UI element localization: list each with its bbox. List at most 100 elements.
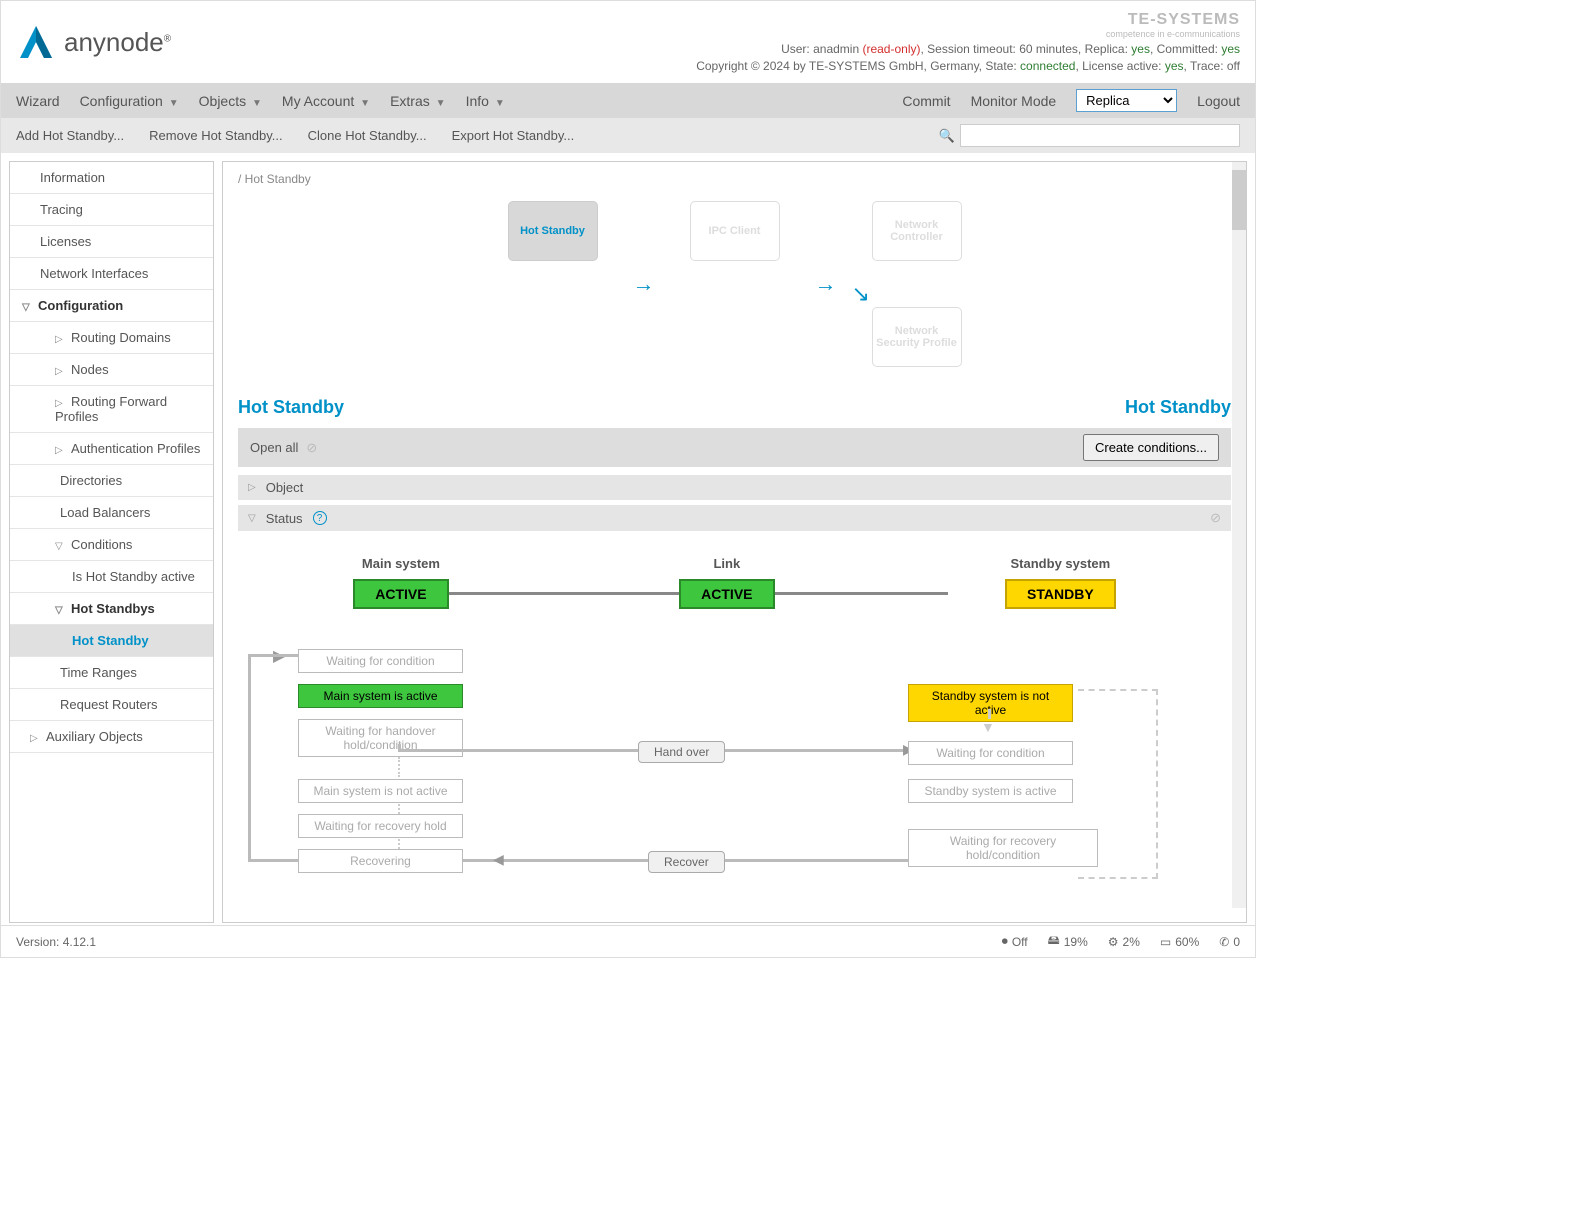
prohibit-icon: ⊘ <box>1210 510 1221 526</box>
sidebar-routing-domains[interactable]: ▷Routing Domains <box>10 322 213 354</box>
footer: Version: 4.12.1 ⏺Off 🖴19% ⚙2% ▭60% ✆0 <box>1 925 1255 957</box>
brand-name: TE-SYSTEMS <box>696 11 1240 29</box>
state-main-active: Main system is active <box>298 684 463 708</box>
hand-over-button[interactable]: Hand over <box>638 741 725 763</box>
collapse-icon: ▽ <box>55 605 65 616</box>
sidebar-network-interfaces[interactable]: Network Interfaces <box>10 258 213 290</box>
sidebar-hot-standbys[interactable]: ▽Hot Standbys <box>10 593 213 625</box>
link-line <box>383 592 948 595</box>
memory-icon: ▭ <box>1160 935 1171 949</box>
flow-hot-standby[interactable]: Hot Standby <box>508 201 598 261</box>
panel-status[interactable]: ▽ Status ? ⊘ <box>238 505 1231 531</box>
help-icon[interactable]: ? <box>313 511 327 525</box>
open-all[interactable]: Open all <box>250 440 298 455</box>
panel-object[interactable]: ▷ Object <box>238 475 1231 500</box>
flow-network-controller[interactable]: Network Controller <box>872 201 962 261</box>
sidebar-time-ranges[interactable]: Time Ranges <box>10 657 213 689</box>
search-box: 🔍 <box>939 124 1240 147</box>
sidebar-licenses[interactable]: Licenses <box>10 226 213 258</box>
anynode-logo-icon <box>16 22 56 62</box>
sidebar-request-routers[interactable]: Request Routers <box>10 689 213 721</box>
logo-text: anynode® <box>64 27 171 58</box>
search-icon: 🔍 <box>939 128 955 144</box>
collapse-icon: ▽ <box>55 541 65 552</box>
state-standby-waiting-cond: Waiting for condition <box>908 741 1073 765</box>
user-status-line: User: anadmin (read-only), Session timeo… <box>696 42 1240 56</box>
connector <box>398 839 400 849</box>
sidebar-load-balancers[interactable]: Load Balancers <box>10 497 213 529</box>
toolbar-remove[interactable]: Remove Hot Standby... <box>149 128 282 143</box>
search-input[interactable] <box>960 124 1240 147</box>
expand-icon: ▷ <box>55 334 65 345</box>
arrow-icon: → <box>815 271 837 297</box>
cpu-icon: ⚙ <box>1108 935 1119 949</box>
toolbar-clone[interactable]: Clone Hot Standby... <box>308 128 427 143</box>
footer-cpu: ⚙2% <box>1108 935 1140 949</box>
menu-configuration[interactable]: Configuration ▼ <box>80 93 179 109</box>
state-waiting-cond: Waiting for condition <box>298 649 463 673</box>
version: Version: 4.12.1 <box>16 935 96 949</box>
sidebar: Information Tracing Licenses Network Int… <box>9 161 214 923</box>
toolbar-add[interactable]: Add Hot Standby... <box>16 128 124 143</box>
menu-objects[interactable]: Objects ▼ <box>199 93 262 109</box>
header-right: TE-SYSTEMS competence in e-communication… <box>696 11 1240 73</box>
sidebar-conditions[interactable]: ▽Conditions <box>10 529 213 561</box>
state-main-not-active: Main system is not active <box>298 779 463 803</box>
menu-wizard[interactable]: Wizard <box>16 93 60 109</box>
standby-status-box: STANDBY <box>1005 579 1116 609</box>
sidebar-configuration[interactable]: ▽Configuration <box>10 290 213 322</box>
status-main: Main system ACTIVE <box>353 556 448 609</box>
state-recovering: Recovering <box>298 849 463 873</box>
main-status-box: ACTIVE <box>353 579 448 609</box>
connector <box>988 709 991 719</box>
phone-icon: ✆ <box>1219 935 1229 949</box>
sidebar-routing-forward[interactable]: ▷Routing Forward Profiles <box>10 386 213 433</box>
sidebar-information[interactable]: Information <box>10 162 213 194</box>
sidebar-auxiliary[interactable]: ▷Auxiliary Objects <box>10 721 213 753</box>
sidebar-hot-standby[interactable]: Hot Standby <box>10 625 213 657</box>
prohibit-icon: ⊘ <box>306 440 317 456</box>
caret-icon: ▼ <box>436 98 446 109</box>
menu-commit[interactable]: Commit <box>902 93 950 109</box>
connector <box>248 654 251 859</box>
create-conditions-button[interactable]: Create conditions... <box>1083 434 1219 461</box>
record-icon: ⏺ <box>1002 934 1008 949</box>
sidebar-nodes[interactable]: ▷Nodes <box>10 354 213 386</box>
connector <box>248 859 298 862</box>
menu-my-account[interactable]: My Account ▼ <box>282 93 370 109</box>
sidebar-directories[interactable]: Directories <box>10 465 213 497</box>
state-waiting-recovery: Waiting for recovery hold <box>298 814 463 838</box>
scroll-thumb[interactable] <box>1232 170 1246 230</box>
menu-extras[interactable]: Extras ▼ <box>390 93 445 109</box>
flow-network-security[interactable]: Network Security Profile <box>872 307 962 367</box>
footer-calls: ✆0 <box>1219 935 1240 949</box>
menu-logout[interactable]: Logout <box>1197 93 1240 109</box>
logo-area: anynode® <box>16 22 171 62</box>
menu-monitor[interactable]: Monitor Mode <box>971 93 1057 109</box>
disk-icon: 🖴 <box>1048 931 1060 952</box>
flow-ipc-client[interactable]: IPC Client <box>690 201 780 261</box>
main: Information Tracing Licenses Network Int… <box>1 153 1255 931</box>
status-standby: Standby system STANDBY <box>1005 556 1116 609</box>
sidebar-auth-profiles[interactable]: ▷Authentication Profiles <box>10 433 213 465</box>
footer-mem: ▭60% <box>1160 935 1199 949</box>
scrollbar[interactable] <box>1232 162 1246 908</box>
arrow-icon: ▼ <box>981 719 995 735</box>
connector <box>398 757 400 777</box>
state-standby-active: Standby system is active <box>908 779 1073 803</box>
breadcrumb: / Hot Standby <box>238 172 1231 186</box>
toolbar-export[interactable]: Export Hot Standby... <box>452 128 575 143</box>
status-link: Link ACTIVE <box>679 556 774 609</box>
sidebar-tracing[interactable]: Tracing <box>10 194 213 226</box>
recover-button[interactable]: Recover <box>648 851 725 873</box>
dotted-frame <box>1078 689 1158 879</box>
state-diagram: ▶ Waiting for condition Main system is a… <box>238 649 1231 909</box>
copyright-line: Copyright © 2024 by TE-SYSTEMS GmbH, Ger… <box>696 59 1240 73</box>
expand-icon: ▷ <box>30 733 40 744</box>
replica-select[interactable]: Replica <box>1076 89 1177 112</box>
menu-info[interactable]: Info ▼ <box>466 93 505 109</box>
flow-diagram: Hot Standby → IPC Client → Network Contr… <box>238 201 1231 367</box>
header: anynode® TE-SYSTEMS competence in e-comm… <box>1 1 1255 83</box>
connector <box>398 804 400 814</box>
sidebar-is-hot-standby[interactable]: Is Hot Standby active <box>10 561 213 593</box>
